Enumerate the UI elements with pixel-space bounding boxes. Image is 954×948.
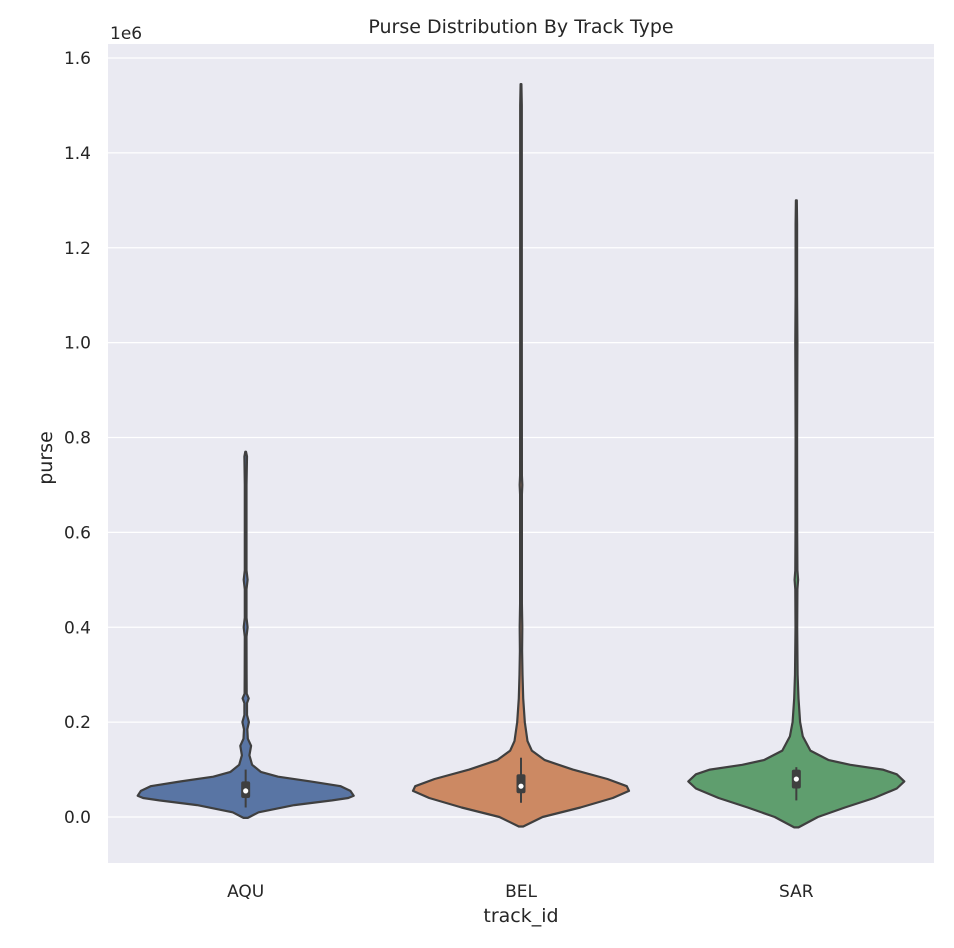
median-point-aqu bbox=[243, 788, 249, 794]
y-tick-label: 1.6 bbox=[64, 49, 91, 69]
chart-title: Purse Distribution By Track Type bbox=[368, 16, 673, 38]
y-tick-label: 0.4 bbox=[64, 618, 91, 638]
y-tick-label: 1.2 bbox=[64, 239, 91, 259]
x-tick-label: SAR bbox=[779, 882, 814, 902]
x-tick-label: BEL bbox=[505, 882, 537, 902]
y-tick-label: 0.0 bbox=[64, 808, 91, 828]
x-axis-ticks: AQU BEL SAR bbox=[227, 882, 814, 902]
y-axis-ticks: 0.0 0.2 0.4 0.6 0.8 1.0 1.2 1.4 1.6 bbox=[64, 49, 91, 828]
y-tick-label: 1.4 bbox=[64, 144, 91, 164]
x-axis-label: track_id bbox=[483, 905, 558, 927]
y-axis-label: purse bbox=[35, 431, 57, 485]
y-tick-label: 0.2 bbox=[64, 713, 91, 733]
x-tick-label: AQU bbox=[227, 882, 264, 902]
violin-aqu bbox=[136, 450, 355, 820]
violin-bel bbox=[411, 82, 631, 828]
y-offset-text: 1e6 bbox=[110, 24, 142, 44]
y-tick-label: 0.8 bbox=[64, 429, 91, 449]
median-point-bel bbox=[518, 783, 524, 789]
violins bbox=[136, 82, 906, 829]
y-tick-label: 0.6 bbox=[64, 523, 91, 543]
violin-sar bbox=[687, 199, 906, 829]
y-tick-label: 1.0 bbox=[64, 334, 91, 354]
median-point-sar bbox=[793, 776, 799, 782]
